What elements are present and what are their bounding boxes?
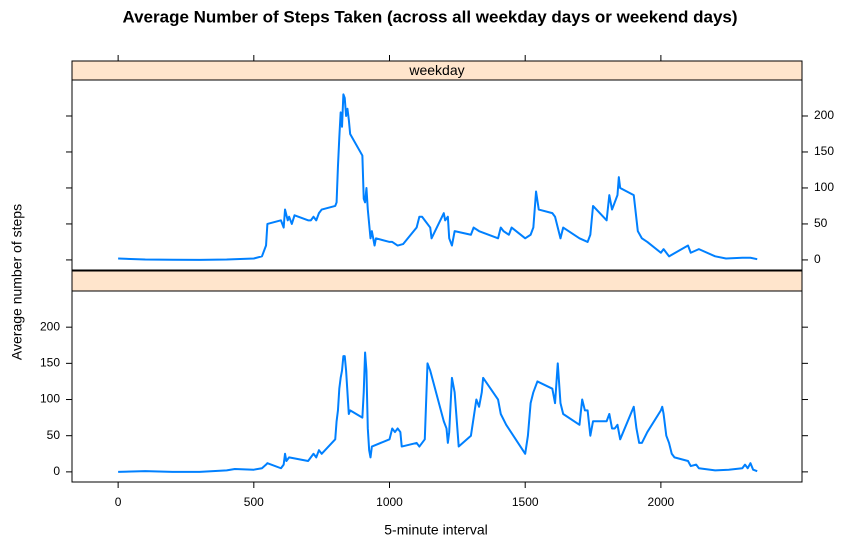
- y-tick-label: 150: [814, 144, 834, 158]
- y-axis-label: Average number of steps: [9, 204, 25, 360]
- panel-frame: [71, 79, 803, 271]
- y-tick-label: 50: [814, 216, 828, 230]
- y-tick-label: 200: [814, 108, 834, 122]
- x-tick-label: 1000: [376, 495, 403, 509]
- y-tick-label: 100: [40, 392, 60, 406]
- chart-title: Average Number of Steps Taken (across al…: [122, 7, 737, 26]
- line-series: [118, 93, 758, 261]
- y-tick-label: 100: [814, 180, 834, 194]
- x-axis-label: 5-minute interval: [384, 522, 488, 538]
- y-tick-label: 50: [47, 428, 61, 442]
- x-tick-label: 2000: [648, 495, 675, 509]
- x-tick-label: 1500: [512, 495, 539, 509]
- y-tick-label: 200: [40, 319, 60, 333]
- strip-label: weekday: [408, 62, 464, 78]
- x-tick-label: 0: [115, 495, 122, 509]
- panel-frame: [71, 290, 803, 483]
- strip: [71, 270, 803, 292]
- line-series: [118, 351, 758, 473]
- y-tick-label: 150: [40, 356, 60, 370]
- y-tick-label: 0: [53, 464, 60, 478]
- y-tick-label: 0: [814, 252, 821, 266]
- x-tick-label: 500: [244, 495, 264, 509]
